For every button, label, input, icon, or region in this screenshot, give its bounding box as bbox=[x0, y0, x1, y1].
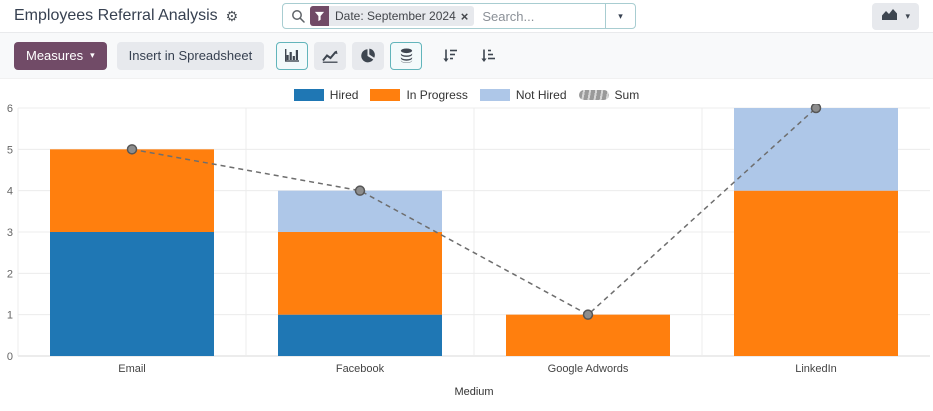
chart-section: Hired In Progress Not Hired Sum 0 1 2 3 4 5 6 Emai… bbox=[0, 79, 933, 404]
stacked-button[interactable] bbox=[390, 41, 423, 70]
bar-segment-in-progress-linkedin[interactable] bbox=[734, 190, 898, 356]
header: Employees Referral Analysis ⚙ Date: Sept… bbox=[0, 0, 933, 33]
breadcrumb: Employees Referral Analysis ⚙ bbox=[14, 7, 282, 25]
filter-icon bbox=[310, 6, 329, 26]
facet-close-icon[interactable]: × bbox=[460, 8, 469, 24]
insert-label: Insert in Spreadsheet bbox=[128, 48, 253, 63]
chart-type-switcher bbox=[276, 41, 423, 70]
x-axis-title: Medium bbox=[454, 386, 493, 398]
bar-segment-hired-email[interactable] bbox=[50, 232, 214, 356]
legend-label: Sum bbox=[614, 88, 640, 102]
legend-swatch bbox=[479, 89, 510, 101]
bar-segment-in-progress-email[interactable] bbox=[50, 149, 214, 232]
bar-segment-in-progress-facebook[interactable] bbox=[278, 232, 442, 315]
y-tick-label: 6 bbox=[7, 104, 13, 115]
y-tick-label: 3 bbox=[7, 227, 13, 239]
legend-item-not-hired[interactable]: Not Hired bbox=[479, 88, 567, 102]
bar-segment-not-hired-facebook[interactable] bbox=[278, 190, 442, 232]
view-switcher-button[interactable]: ▾ bbox=[872, 2, 919, 30]
sum-marker[interactable] bbox=[582, 309, 594, 320]
sum-marker[interactable] bbox=[126, 144, 138, 155]
x-category-label: LinkedIn bbox=[795, 363, 837, 375]
chart-legend: Hired In Progress Not Hired Sum bbox=[0, 86, 933, 104]
y-tick-label: 2 bbox=[7, 268, 13, 280]
search-bar[interactable]: Date: September 2024 × ▾ bbox=[282, 3, 636, 29]
line-chart-icon bbox=[322, 49, 338, 63]
legend-item-in-progress[interactable]: In Progress bbox=[370, 88, 468, 102]
legend-item-sum[interactable]: Sum bbox=[578, 88, 640, 102]
legend-item-hired[interactable]: Hired bbox=[293, 88, 359, 102]
sort-descending-icon bbox=[442, 48, 458, 63]
legend-swatch bbox=[370, 89, 401, 101]
x-category-label: Email bbox=[118, 363, 146, 375]
sum-line bbox=[131, 107, 817, 316]
bar-chart-icon bbox=[284, 48, 300, 63]
measures-label: Measures bbox=[26, 48, 84, 63]
search-dropdown-toggle[interactable]: ▾ bbox=[605, 4, 635, 28]
bar-chart-button[interactable] bbox=[276, 41, 309, 70]
measures-button[interactable]: Measures ▾ bbox=[14, 41, 107, 70]
bar-segment-in-progress-google-adwords[interactable] bbox=[506, 314, 670, 356]
chevron-down-icon: ▾ bbox=[905, 10, 910, 21]
legend-label: Hired bbox=[329, 88, 359, 102]
bar-segment-hired-facebook[interactable] bbox=[278, 314, 442, 356]
legend-label: In Progress bbox=[406, 88, 468, 102]
sum-marker[interactable] bbox=[354, 185, 366, 196]
sort-ascending-icon bbox=[480, 48, 496, 63]
x-category-label: Google Adwords bbox=[548, 363, 629, 375]
sort-ascending-button[interactable] bbox=[472, 42, 504, 70]
control-panel: Measures ▾ Insert in Spreadsheet bbox=[0, 33, 933, 79]
y-tick-label: 4 bbox=[7, 186, 13, 198]
stacked-bar-chart[interactable]: 0 1 2 3 4 5 6 Email Facebook Google Adwords Linked… bbox=[0, 104, 933, 404]
sum-marker[interactable] bbox=[810, 104, 822, 114]
legend-swatch bbox=[578, 90, 609, 100]
x-category-label: Facebook bbox=[336, 363, 385, 375]
legend-swatch bbox=[293, 89, 324, 101]
y-tick-label: 5 bbox=[7, 144, 13, 156]
page-title: Employees Referral Analysis bbox=[14, 7, 218, 24]
chevron-down-icon: ▾ bbox=[618, 10, 623, 21]
y-tick-label: 0 bbox=[7, 351, 13, 363]
line-chart-button[interactable] bbox=[314, 41, 347, 70]
legend-label: Not Hired bbox=[515, 88, 567, 102]
gear-icon[interactable]: ⚙ bbox=[225, 8, 239, 24]
y-tick-label: 1 bbox=[7, 310, 13, 322]
pie-chart-icon bbox=[360, 48, 376, 63]
facet-label: Date: September 2024 bbox=[335, 9, 456, 23]
bar-segment-not-hired-linkedin[interactable] bbox=[734, 108, 898, 191]
search-input[interactable] bbox=[480, 7, 605, 25]
search-icon bbox=[291, 9, 305, 23]
area-chart-icon bbox=[881, 7, 898, 26]
sort-descending-button[interactable] bbox=[434, 42, 466, 70]
insert-in-spreadsheet-button[interactable]: Insert in Spreadsheet bbox=[116, 41, 265, 70]
pie-chart-button[interactable] bbox=[352, 41, 385, 70]
chevron-down-icon: ▾ bbox=[90, 50, 95, 60]
stacked-database-icon bbox=[399, 48, 414, 63]
sort-buttons bbox=[434, 42, 504, 70]
search-facet[interactable]: Date: September 2024 × bbox=[310, 6, 475, 26]
